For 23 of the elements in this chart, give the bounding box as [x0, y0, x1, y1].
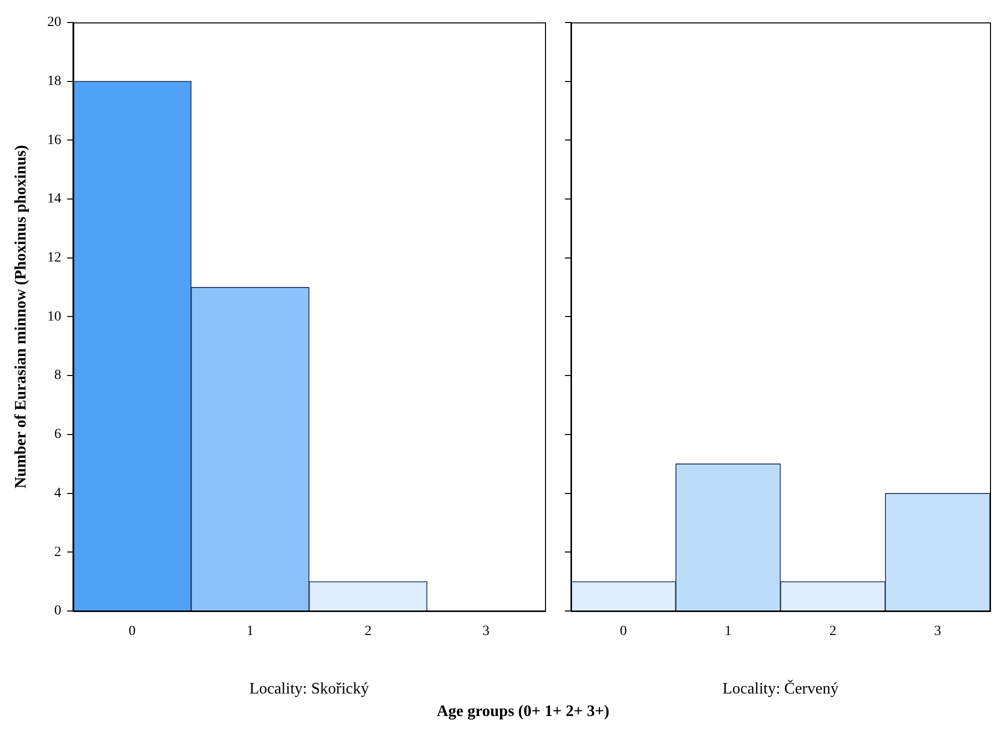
x-tick-label: 2 — [829, 624, 836, 640]
x-tick-label: 2 — [364, 624, 372, 640]
y-tick-label: 10 — [47, 309, 62, 324]
y-tick-label: 2 — [54, 544, 62, 560]
x-tick-label: 3 — [934, 624, 942, 640]
x-tick-label: 1 — [724, 624, 732, 640]
x-tick-label: 0 — [620, 624, 627, 640]
x-tick-label: 3 — [482, 624, 490, 640]
x-tick-label: 0 — [128, 624, 136, 640]
y-tick-label: 18 — [47, 74, 62, 89]
text: Age groups (0+ 1+ 2+ 3+) — [436, 703, 610, 721]
y-tick-label: 4 — [54, 486, 62, 501]
y-tick-label: 0 — [54, 604, 62, 619]
x-axis-title: Locality: Červený — [722, 680, 838, 698]
x-tick-label: 1 — [246, 624, 254, 640]
y-tick-label: 6 — [54, 427, 62, 442]
y-tick-label: 14 — [47, 192, 62, 207]
y-tick-label: 8 — [54, 368, 62, 384]
x-axis-title: Locality: Skořický — [249, 680, 369, 698]
y-tick-label: 16 — [47, 132, 62, 148]
y-axis-title: Number of Eurasian minnow (Phoxinus phoxinus) — [12, 145, 30, 488]
y-tick-label: 12 — [47, 250, 62, 266]
y-tick-label: 20 — [47, 15, 62, 30]
